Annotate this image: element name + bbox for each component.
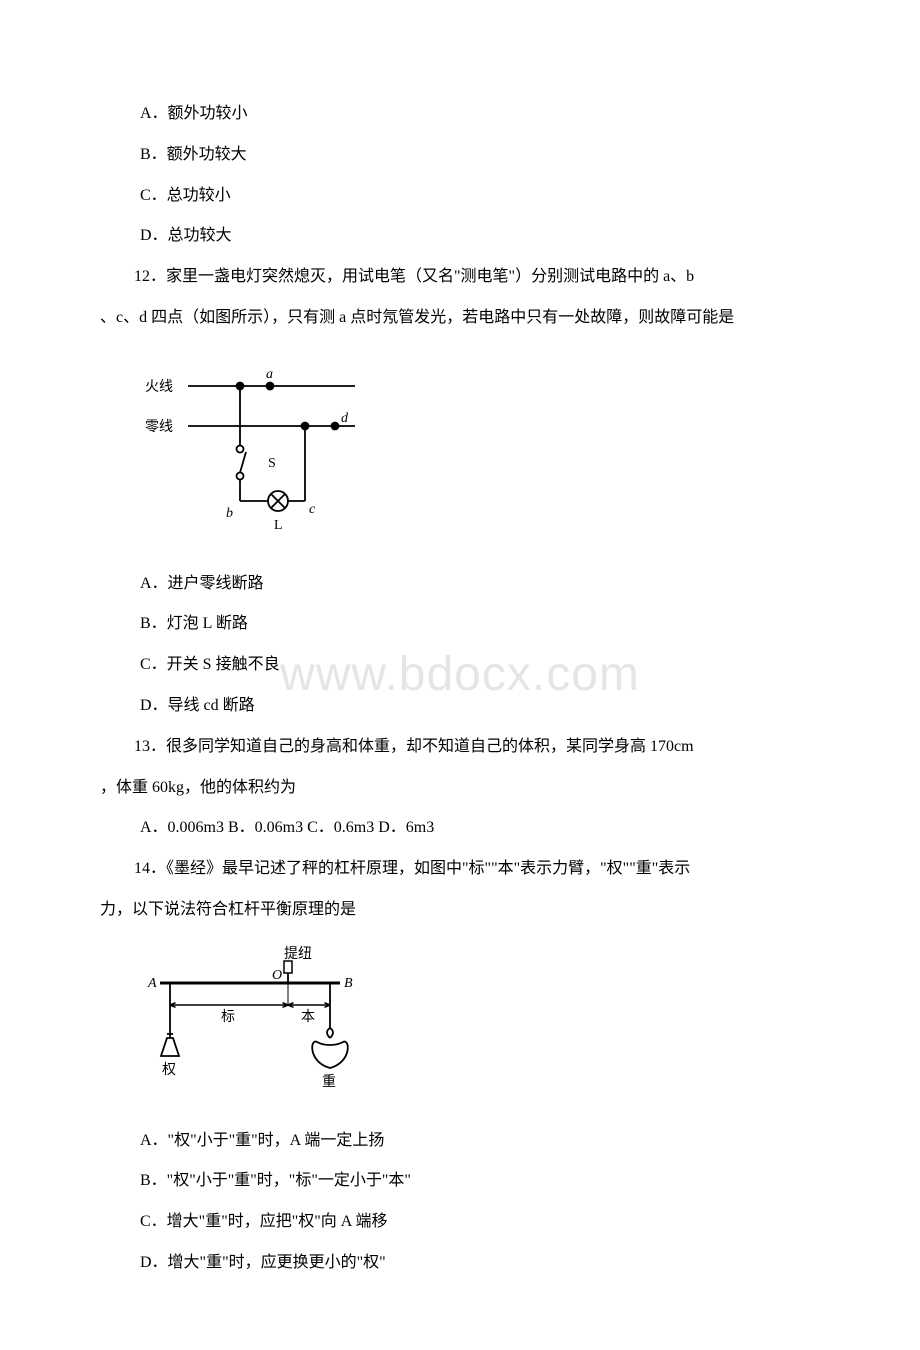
- svg-text:L: L: [274, 518, 283, 533]
- svg-text:A: A: [147, 976, 157, 991]
- q14-option-d: D．增大"重"时，应更换更小的"权": [100, 1249, 820, 1278]
- q13-text-line2: ，体重 60kg，他的体积约为: [100, 774, 820, 803]
- q14-option-c: C．增大"重"时，应把"权"向 A 端移: [100, 1208, 820, 1237]
- svg-text:d: d: [341, 411, 349, 426]
- q14-lever-diagram: 提纽 A O B 权重 标 本: [140, 943, 370, 1098]
- q14-text-line1: 14．《墨经》最早记述了秤的杠杆原理，如图中"标""本"表示力臂，"权""重"表…: [100, 855, 820, 884]
- q11-option-d: D．总功较大: [100, 222, 820, 251]
- q14-option-a: A．"权"小于"重"时，A 端一定上扬: [100, 1127, 820, 1156]
- svg-text:a: a: [266, 367, 273, 382]
- svg-text:标: 标: [221, 1009, 235, 1025]
- svg-text:重: 重: [322, 1074, 336, 1090]
- svg-text:O: O: [272, 968, 282, 983]
- q12-option-b: B．灯泡 L 断路: [100, 610, 820, 639]
- q12-circuit-diagram: 火线零线 a d b c S L: [140, 351, 355, 541]
- q14-figure: 提纽 A O B 权重 标 本: [140, 943, 820, 1109]
- svg-text:提纽: 提纽: [284, 946, 312, 962]
- q11-option-b: B．额外功较大: [100, 141, 820, 170]
- svg-text:权: 权: [162, 1062, 176, 1078]
- q12-figure: 火线零线 a d b c S L: [140, 351, 820, 552]
- svg-text:b: b: [226, 506, 233, 521]
- page-content: A．额外功较小 B．额外功较大 C．总功较小 D．总功较大 12．家里一盏电灯突…: [100, 100, 820, 1278]
- q13-text-line1: 13．很多同学知道自己的身高和体重，却不知道自己的体积，某同学身高 170cm: [100, 733, 820, 762]
- q14-option-b: B．"权"小于"重"时，"标"一定小于"本": [100, 1167, 820, 1196]
- q12-text-line1: 12．家里一盏电灯突然熄灭，用试电笔（又名"测电笔"）分别测试电路中的 a、b: [100, 263, 820, 292]
- q12-option-d: D．导线 cd 断路: [100, 692, 820, 721]
- svg-text:c: c: [309, 502, 316, 517]
- svg-text:火线: 火线: [145, 379, 173, 395]
- q12-option-a: A．进户零线断路: [100, 570, 820, 599]
- q14-text-line2: 力，以下说法符合杠杆平衡原理的是: [100, 896, 820, 925]
- svg-text:零线: 零线: [145, 419, 173, 435]
- q12-text-line2: 、c、d 四点（如图所示），只有测 a 点时氖管发光，若电路中只有一处故障，则故…: [100, 304, 820, 333]
- q12-option-c: C．开关 S 接触不良: [100, 651, 820, 680]
- q13-options: A．0.006m3 B．0.06m3 C．0.6m3 D．6m3: [100, 814, 820, 843]
- q11-option-a: A．额外功较小: [100, 100, 820, 129]
- svg-text:B: B: [344, 976, 353, 991]
- q11-option-c: C．总功较小: [100, 182, 820, 211]
- svg-text:本: 本: [301, 1009, 315, 1025]
- svg-text:S: S: [268, 456, 276, 471]
